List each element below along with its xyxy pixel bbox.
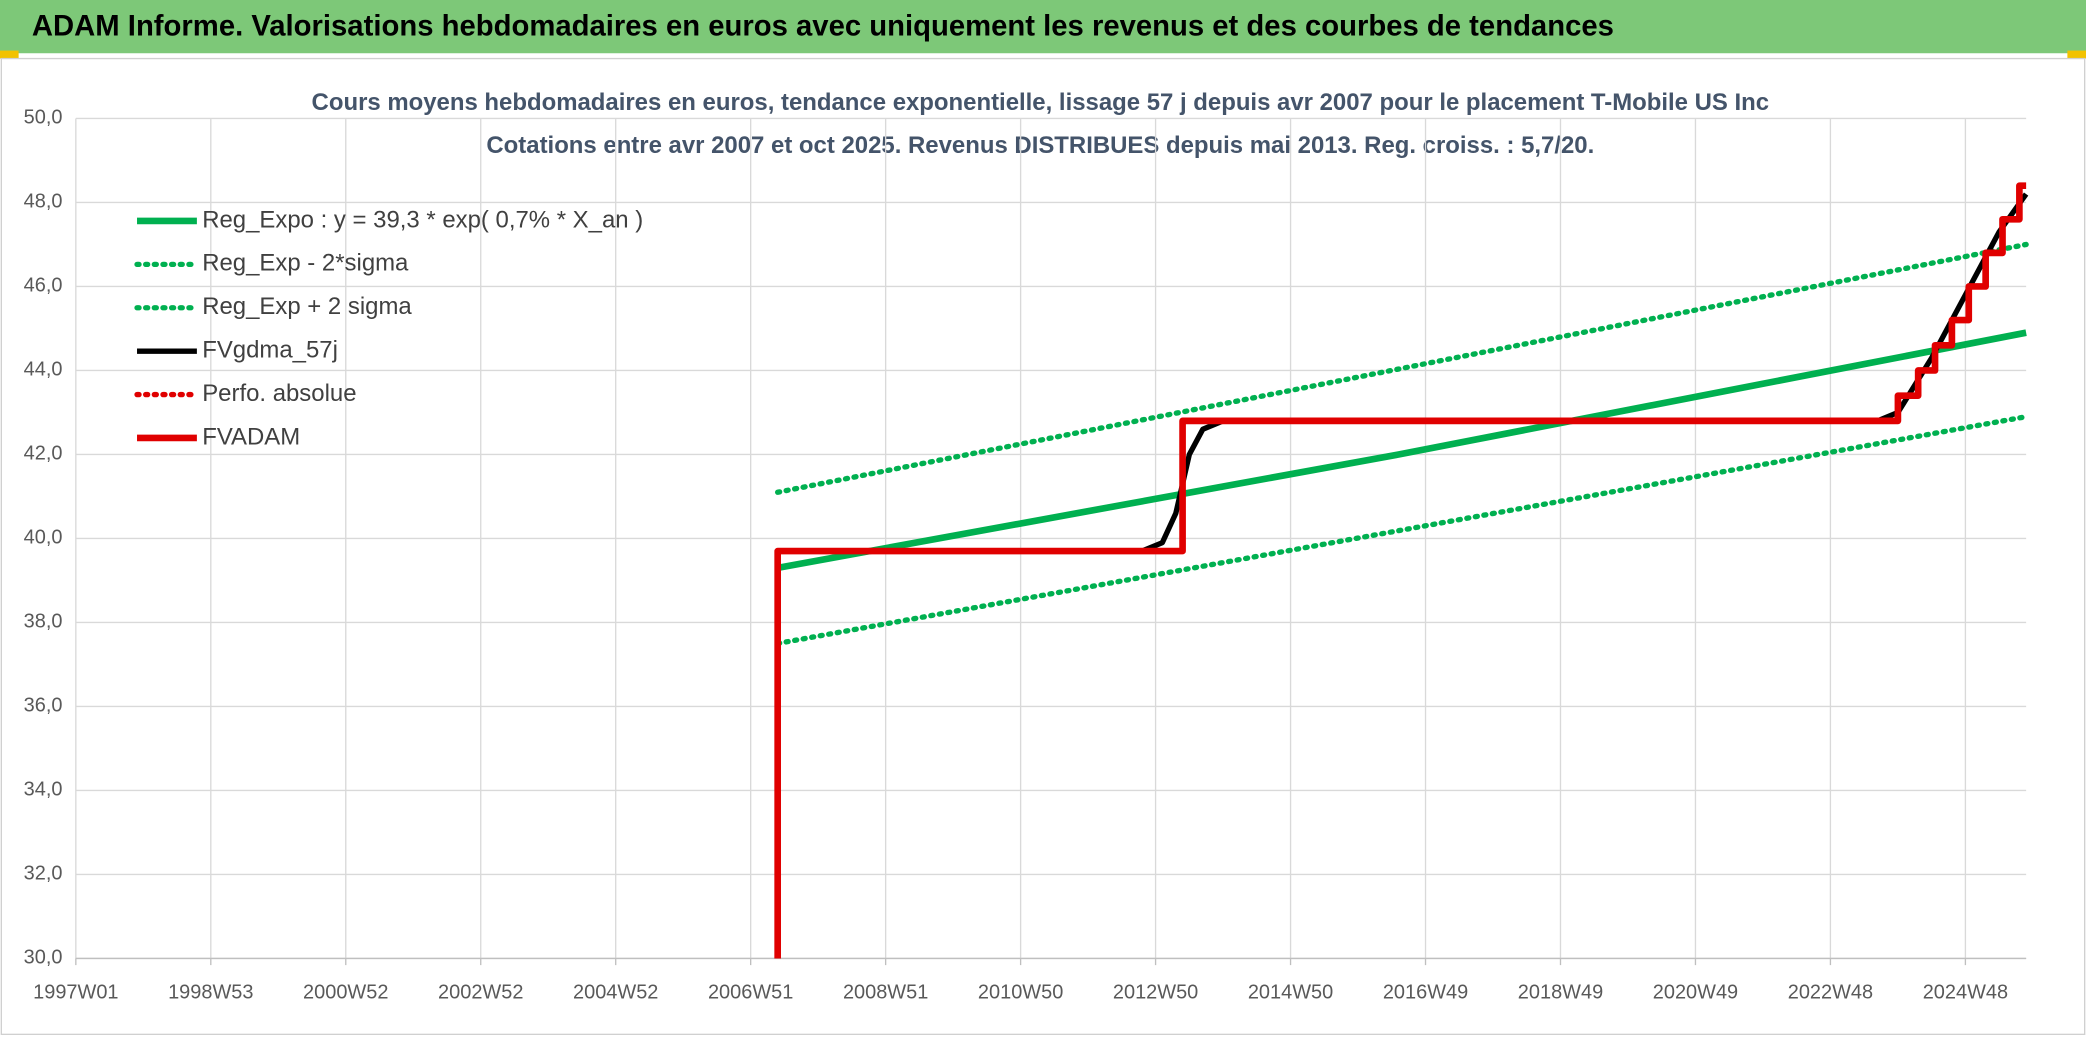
plot (774, 182, 2029, 959)
legend-label: FVgdma_57j (202, 336, 338, 363)
x-tick-label: 2002W52 (438, 981, 523, 1003)
corner (2067, 50, 2086, 59)
chart-subtitle: Cotations entre avr 2007 et oct 2025. Re… (486, 132, 1594, 159)
frame (0, 57, 2086, 1036)
x-tick-label: 2012W50 (1113, 981, 1198, 1003)
legend-label: Reg_Expo : y = 39,3 * exp( 0,7% * X_an ) (202, 206, 643, 233)
legend-label: Reg_Exp + 2 sigma (202, 293, 412, 320)
legend-label: FVADAM (202, 423, 300, 450)
x-tick-label: 1997W01 (33, 981, 118, 1003)
chart-title: Cours moyens hebdomadaires en euros, ten… (312, 89, 1770, 116)
y-tick-label: 48,0 (24, 191, 63, 213)
x-tick-label: 2020W49 (1653, 981, 1738, 1003)
y-tick-label: 34,0 (24, 779, 63, 801)
x-tick-label: 2016W49 (1383, 981, 1468, 1003)
series-line (774, 182, 2027, 959)
x-tick-label: 1998W53 (168, 981, 253, 1003)
y-tick-label: 36,0 (24, 695, 63, 717)
y-tick-label: 42,0 (24, 443, 63, 465)
y-tick-label: 44,0 (24, 359, 63, 381)
x-tick-label: 2000W52 (303, 981, 388, 1003)
banner-title: ADAM Informe. Valorisations hebdomadaire… (32, 11, 1614, 43)
corner (0, 50, 19, 59)
y-tick-label: 30,0 (24, 947, 63, 969)
x-tick-label: 2006W51 (708, 981, 793, 1003)
x-tick-label: 2004W52 (573, 981, 658, 1003)
x-tick-label: 2014W50 (1248, 981, 1333, 1003)
series-line (777, 329, 2027, 572)
x-tick-label: 2010W50 (978, 981, 1063, 1003)
x-tick-label: 2018W49 (1518, 981, 1603, 1003)
legend-label: Reg_Exp - 2*sigma (202, 250, 409, 277)
series-line (775, 241, 2029, 495)
y-tick-label: 50,0 (24, 107, 63, 129)
y-tick-label: 38,0 (24, 611, 63, 633)
legend-label: Perfo. absolue (202, 380, 356, 407)
banner (0, 0, 2086, 54)
legend: Reg_Expo : y = 39,3 * exp( 0,7% * X_an )… (134, 206, 643, 450)
grid: 30,0 32,0 34,0 36,0 38,0 40,0 42,0 44,0 46,0 48,0… (24, 107, 2027, 1003)
series-line (775, 414, 2029, 647)
x-tick-label: 2022W48 (1788, 981, 1873, 1003)
y-tick-label: 32,0 (24, 863, 63, 885)
x-tick-label: 2024W48 (1923, 981, 2008, 1003)
x-tick-label: 2008W51 (843, 981, 928, 1003)
y-tick-label: 40,0 (24, 527, 63, 549)
y-tick-label: 46,0 (24, 275, 63, 297)
